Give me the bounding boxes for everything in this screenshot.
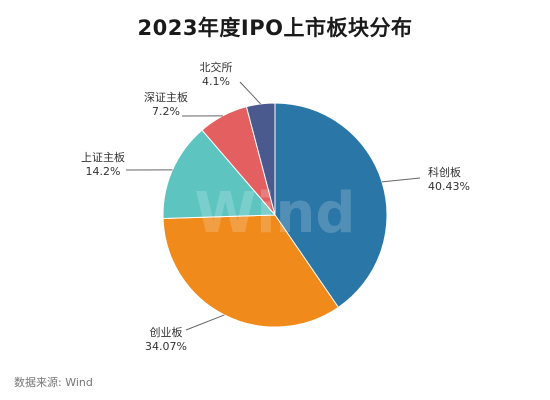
- leader-line: [185, 314, 225, 331]
- chart-title: 2023年度IPO上市板块分布: [137, 16, 413, 40]
- slice-label-pct: 7.2%: [152, 105, 180, 118]
- pie-slices: [162, 102, 388, 328]
- slice-label-pct: 14.2%: [86, 165, 121, 178]
- slice-label-pct: 34.07%: [145, 340, 187, 353]
- pie-slice: [274, 102, 388, 309]
- pie-slice: [245, 102, 276, 216]
- slice-label-name: 北交所: [200, 60, 233, 74]
- slice-label-name: 深证主板: [144, 90, 188, 104]
- watermark: Wind: [195, 181, 356, 246]
- slice-label-name: 创业板: [150, 325, 183, 339]
- leader-line: [239, 81, 261, 105]
- source-note: 数据来源: Wind: [14, 376, 93, 389]
- slice-label-pct: 40.43%: [428, 180, 470, 193]
- slice-label-name: 科创板: [428, 165, 461, 179]
- leader-line: [381, 177, 421, 183]
- slice-label-name: 上证主板: [81, 150, 125, 164]
- slice-label-pct: 4.1%: [202, 75, 230, 88]
